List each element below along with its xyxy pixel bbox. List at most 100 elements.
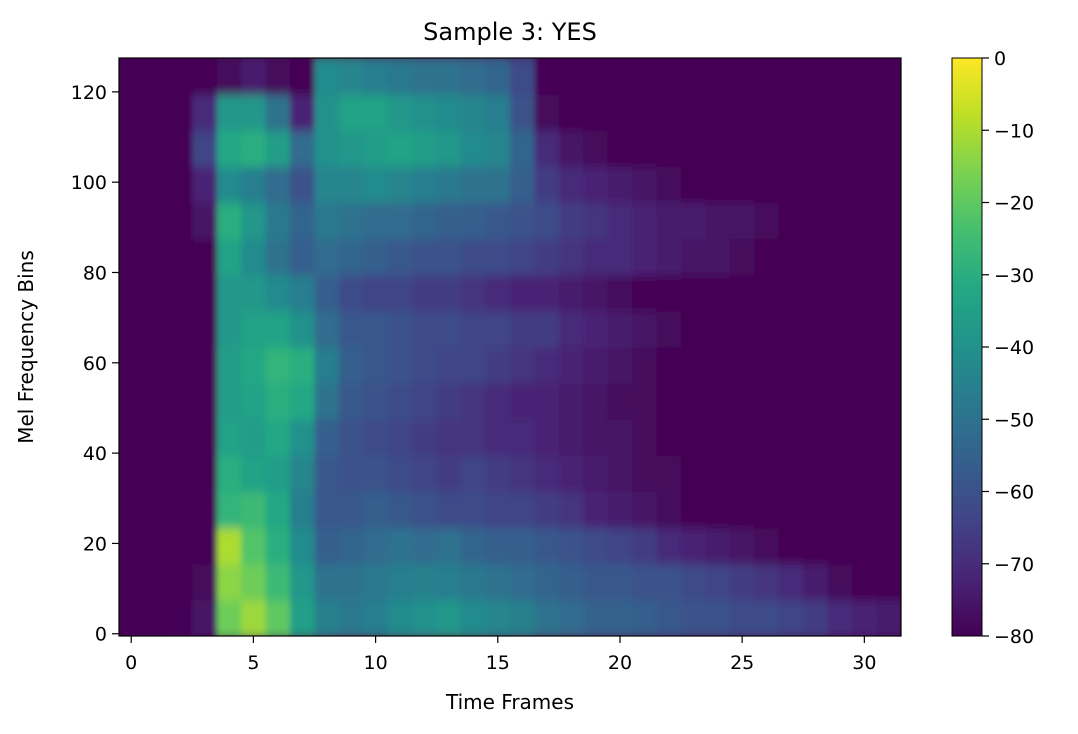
heatmap-cell bbox=[803, 527, 829, 565]
heatmap-cell bbox=[534, 563, 560, 601]
heatmap-cell bbox=[729, 491, 755, 529]
heatmap-cell bbox=[265, 491, 291, 529]
heatmap-cell bbox=[852, 455, 878, 493]
heatmap-cell bbox=[583, 563, 609, 601]
heatmap-cell bbox=[778, 166, 804, 204]
heatmap-cell-group bbox=[119, 58, 901, 636]
heatmap-cell bbox=[534, 130, 560, 167]
heatmap-cell bbox=[803, 383, 829, 420]
heatmap-cell bbox=[485, 58, 511, 95]
heatmap-cell bbox=[290, 491, 316, 529]
heatmap-cell bbox=[143, 491, 169, 529]
heatmap-cell bbox=[681, 491, 707, 529]
heatmap-cell bbox=[167, 527, 193, 565]
heatmap-cell bbox=[314, 130, 340, 167]
heatmap-cell bbox=[803, 491, 829, 529]
heatmap-cell bbox=[436, 310, 462, 348]
heatmap-cell bbox=[412, 94, 438, 131]
heatmap-cell bbox=[583, 166, 609, 204]
heatmap-cell bbox=[778, 58, 804, 95]
heatmap-cell bbox=[558, 419, 584, 456]
heatmap-cell bbox=[558, 94, 584, 131]
heatmap-cell bbox=[656, 491, 682, 529]
heatmap-cell bbox=[119, 383, 145, 420]
heatmap-cell bbox=[314, 58, 340, 95]
heatmap-cell bbox=[876, 130, 901, 167]
heatmap-cell bbox=[192, 383, 218, 420]
heatmap-cell bbox=[436, 563, 462, 601]
heatmap-cell bbox=[705, 347, 731, 384]
heatmap-cell bbox=[656, 130, 682, 167]
heatmap-cell bbox=[534, 238, 560, 276]
heatmap-cell bbox=[827, 202, 853, 240]
heatmap-cell bbox=[265, 274, 291, 312]
heatmap-cell bbox=[143, 419, 169, 456]
heatmap-cell bbox=[754, 491, 780, 529]
heatmap-cell bbox=[510, 166, 536, 204]
heatmap-cell bbox=[461, 491, 487, 529]
heatmap-cell bbox=[510, 599, 536, 636]
heatmap-cell bbox=[607, 166, 633, 204]
heatmap-cell bbox=[485, 491, 511, 529]
heatmap-cell bbox=[852, 238, 878, 276]
heatmap-cell bbox=[510, 419, 536, 456]
heatmap-cell bbox=[558, 166, 584, 204]
heatmap-cell bbox=[852, 563, 878, 601]
heatmap-cell bbox=[387, 419, 413, 456]
heatmap-cell bbox=[656, 310, 682, 348]
heatmap-cell bbox=[778, 238, 804, 276]
heatmap-cell bbox=[192, 563, 218, 601]
heatmap-cell bbox=[534, 491, 560, 529]
heatmap-cell bbox=[216, 491, 242, 529]
heatmap-cell bbox=[852, 310, 878, 348]
heatmap-cell bbox=[119, 310, 145, 348]
heatmap-cell bbox=[583, 491, 609, 529]
heatmap-cell bbox=[314, 202, 340, 240]
heatmap-cell bbox=[754, 455, 780, 493]
heatmap-cell bbox=[534, 419, 560, 456]
heatmap-cell bbox=[216, 419, 242, 456]
heatmap-cell bbox=[387, 455, 413, 493]
heatmap-cell bbox=[265, 527, 291, 565]
heatmap-cell bbox=[827, 130, 853, 167]
heatmap-cell bbox=[436, 274, 462, 312]
heatmap-cell bbox=[705, 310, 731, 348]
heatmap-cell bbox=[534, 202, 560, 240]
heatmap-cell bbox=[876, 419, 901, 456]
heatmap-cell bbox=[265, 310, 291, 348]
heatmap-cell bbox=[485, 419, 511, 456]
heatmap-cell bbox=[143, 166, 169, 204]
heatmap-cell bbox=[461, 527, 487, 565]
heatmap-cell bbox=[876, 58, 901, 95]
heatmap-cell bbox=[167, 383, 193, 420]
heatmap-cell bbox=[314, 599, 340, 636]
heatmap-cell bbox=[607, 347, 633, 384]
heatmap-cell bbox=[290, 419, 316, 456]
heatmap-cell bbox=[778, 274, 804, 312]
heatmap-cell bbox=[510, 527, 536, 565]
heatmap-cell bbox=[852, 347, 878, 384]
heatmap-cell bbox=[534, 58, 560, 95]
heatmap-cell bbox=[167, 274, 193, 312]
heatmap-cell bbox=[681, 563, 707, 601]
heatmap-cell bbox=[216, 130, 242, 167]
heatmap-cell bbox=[607, 94, 633, 131]
heatmap-cell bbox=[827, 347, 853, 384]
heatmap-cell bbox=[656, 383, 682, 420]
heatmap-cell bbox=[729, 238, 755, 276]
heatmap-cell bbox=[583, 274, 609, 312]
heatmap-cell bbox=[412, 419, 438, 456]
heatmap-cell bbox=[632, 166, 658, 204]
heatmap-cell bbox=[167, 94, 193, 131]
heatmap-cell bbox=[510, 238, 536, 276]
heatmap-cell bbox=[827, 383, 853, 420]
heatmap-cell bbox=[387, 491, 413, 529]
heatmap-cell bbox=[290, 310, 316, 348]
heatmap-cell bbox=[387, 58, 413, 95]
heatmap-cell bbox=[607, 599, 633, 636]
heatmap-cell bbox=[436, 130, 462, 167]
heatmap-cell bbox=[705, 58, 731, 95]
heatmap-cell bbox=[632, 347, 658, 384]
x-tick-label: 10 bbox=[364, 652, 388, 674]
heatmap-cell bbox=[241, 94, 267, 131]
